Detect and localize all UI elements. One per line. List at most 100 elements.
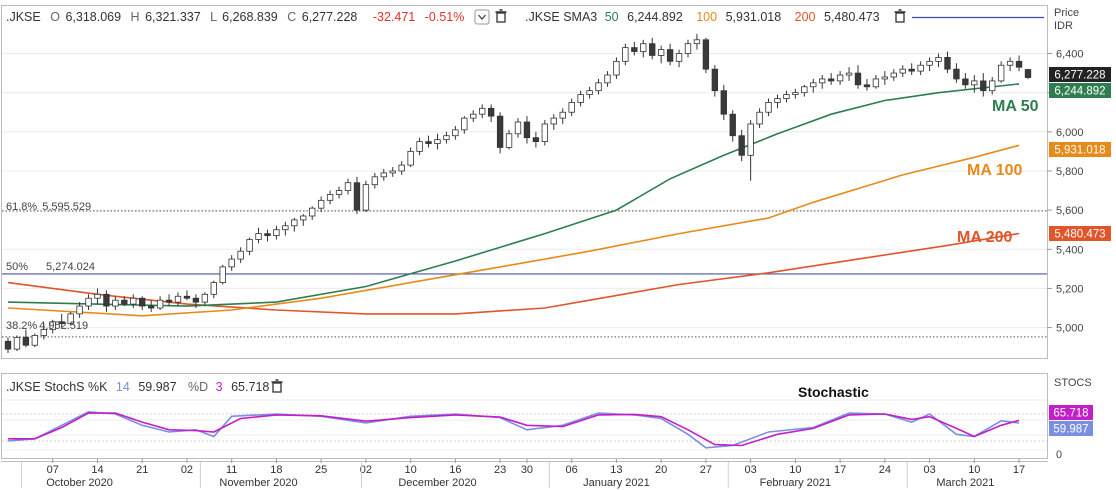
legend-low-label: L xyxy=(210,10,217,24)
x-tick-label: 25 xyxy=(315,464,327,476)
svg-text:5,931.018: 5,931.018 xyxy=(1054,145,1105,157)
candle-up xyxy=(300,215,307,221)
x-tick-label: 23 xyxy=(494,464,506,476)
candle-up xyxy=(747,123,754,156)
candle-down xyxy=(22,336,30,346)
candle-down xyxy=(953,68,960,80)
candle-down xyxy=(532,137,540,142)
candle-up xyxy=(434,139,441,144)
price-tick-label: 5,000 xyxy=(1056,323,1084,335)
sma1-period: 50 xyxy=(605,10,619,24)
candle-up xyxy=(76,305,83,315)
svg-text:65.718: 65.718 xyxy=(1053,408,1088,420)
x-tick-label: 17 xyxy=(834,464,846,476)
candle-up xyxy=(380,172,387,178)
candle-down xyxy=(139,297,146,307)
x-tick-label: 03 xyxy=(745,464,757,476)
candle-up xyxy=(926,60,933,66)
x-tick-label: 02 xyxy=(181,464,193,476)
candle-up xyxy=(309,207,316,217)
candle-up xyxy=(792,92,799,96)
stochastic-annotation: Stochastic xyxy=(798,384,869,400)
candle-down xyxy=(702,39,710,70)
candle-up xyxy=(291,219,298,227)
candle-up xyxy=(282,225,289,231)
chevron-down-icon[interactable] xyxy=(474,9,490,25)
legend-change-pct: -0.51% xyxy=(425,10,465,24)
candle-up xyxy=(112,299,119,307)
candle-up xyxy=(997,64,1005,82)
candle-down xyxy=(720,90,727,115)
x-tick-label: 14 xyxy=(91,464,103,476)
candle-down xyxy=(944,57,951,70)
sma-label: .JKSE SMA3 xyxy=(525,10,597,24)
legend-high-label: H xyxy=(131,10,140,24)
stoch-d-line xyxy=(8,412,1020,447)
x-tick-label: 07 xyxy=(47,464,59,476)
candle-down xyxy=(908,68,915,72)
sma1-value: 6,244.892 xyxy=(627,10,683,24)
month-label: January 2021 xyxy=(583,477,650,489)
candle-up xyxy=(94,293,101,299)
candle-up xyxy=(201,293,209,303)
ma100-annotation: MA 100 xyxy=(967,162,1023,179)
stoch-d-tag: 65.718 xyxy=(1049,405,1093,420)
price-tick-label: 5,600 xyxy=(1056,205,1084,217)
candle-up xyxy=(684,43,692,54)
ma100-line xyxy=(7,144,1020,317)
stoch-k-tag: 59.987 xyxy=(1049,421,1093,436)
fib-50-label: 50% 5,274.024 xyxy=(6,261,95,273)
candle-up xyxy=(577,94,584,103)
candle-up xyxy=(899,68,906,74)
candle-down xyxy=(738,135,745,156)
candle-up xyxy=(559,111,566,119)
candle-up xyxy=(255,233,262,240)
candle-up xyxy=(586,90,593,96)
price-tick-label: 5,800 xyxy=(1056,166,1084,178)
stoch-k-period: 14 xyxy=(116,380,130,394)
legend-close-label: C xyxy=(287,10,296,24)
candle-down xyxy=(425,141,432,144)
candle-up xyxy=(13,336,21,350)
candle-up xyxy=(819,78,826,84)
candle-up xyxy=(335,190,343,195)
trash-icon[interactable] xyxy=(495,9,507,23)
stoch-d-period: 3 xyxy=(216,380,223,394)
stoch-label: .JKSE StochS %K xyxy=(6,380,108,394)
candle-down xyxy=(264,233,271,236)
x-tick-label: 02 xyxy=(360,464,372,476)
candle-down xyxy=(711,68,719,92)
candle-up xyxy=(917,64,924,72)
candle-down xyxy=(192,297,200,303)
legend-change: -32.471 xyxy=(373,10,415,24)
candle-down xyxy=(729,113,736,137)
candle-up xyxy=(31,335,39,346)
x-tick-label: 11 xyxy=(226,464,237,476)
candle-up xyxy=(237,250,244,260)
x-tick-label: 10 xyxy=(405,464,417,476)
candle-up xyxy=(801,86,808,94)
ma50-tag: 6,244.892 xyxy=(1049,83,1111,98)
sma-legend: .JKSE SMA3 50 6,244.892 100 5,931.018 20… xyxy=(525,10,880,24)
candle-down xyxy=(1015,60,1023,68)
candle-down xyxy=(121,299,128,305)
ma200-tag: 5,480.473 xyxy=(1049,226,1111,241)
trash-icon[interactable] xyxy=(894,9,906,23)
candle-up xyxy=(989,80,996,92)
candle-up xyxy=(505,133,513,148)
candle-up xyxy=(810,82,817,88)
trash-icon[interactable] xyxy=(271,379,283,393)
candle-up xyxy=(470,113,477,119)
sma3-value: 5,480.473 xyxy=(824,10,880,24)
x-tick-label: 17 xyxy=(1013,464,1025,476)
candle-up xyxy=(675,53,683,62)
price-axis-unit: IDR xyxy=(1054,20,1073,32)
x-tick-label: 27 xyxy=(700,464,712,476)
candle-down xyxy=(980,80,987,92)
candle-up xyxy=(872,78,880,88)
candle-up xyxy=(461,117,468,131)
legend-open-label: O xyxy=(50,10,60,24)
stoch-axis-title: STOCS xyxy=(1054,377,1092,389)
candle-down xyxy=(103,293,110,307)
